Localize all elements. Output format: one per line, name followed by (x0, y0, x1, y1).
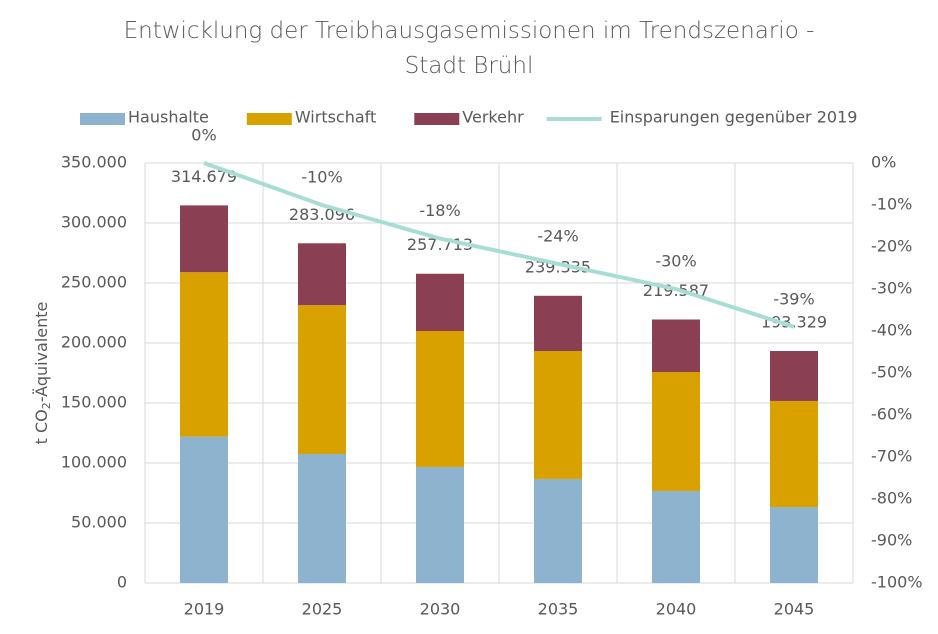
chart-title: Entwicklung der Treibhausgasemissionen i… (123, 18, 815, 79)
y-tick-label: 150.000 (61, 393, 127, 412)
total-label: 283.096 (289, 205, 355, 224)
line-value-label: -18% (419, 201, 460, 220)
y2-tick-label: 0% (871, 153, 896, 172)
y-tick-label: 300.000 (61, 213, 127, 232)
y-tick-label: 350.000 (61, 153, 127, 172)
total-label: 193.329 (761, 313, 827, 332)
bar-segment (298, 305, 346, 454)
x-tick-label: 2040 (656, 600, 697, 619)
total-label: 257.713 (407, 235, 473, 254)
legend-label: Haushalte (128, 108, 209, 127)
x-tick-label: 2019 (184, 600, 225, 619)
y2-tick-label: -100% (871, 573, 923, 592)
y2-tick-label: -70% (871, 447, 912, 466)
bar-segment (180, 272, 228, 437)
line-value-label: -24% (537, 226, 578, 245)
legend-swatch (80, 113, 125, 125)
y2-tick-label: -40% (871, 321, 912, 340)
bar-segment (180, 436, 228, 583)
x-tick-label: 2030 (420, 600, 461, 619)
line-value-label: -10% (301, 168, 342, 187)
y-axis-label: t CO2-Äquivalente (32, 302, 54, 445)
line-value-label: -39% (773, 289, 814, 308)
bar-segment (416, 273, 464, 331)
line-value-label: 0% (191, 126, 216, 145)
y-axis-label-part: -Äquivalente (32, 302, 51, 403)
bar-segment (298, 243, 346, 306)
legend-label: Verkehr (462, 108, 524, 127)
y-axis-label-part: t CO (32, 409, 51, 444)
y-tick-label: 200.000 (61, 333, 127, 352)
x-tick-label: 2025 (302, 600, 343, 619)
y2-tick-label: -10% (871, 195, 912, 214)
y2-tick-label: -80% (871, 489, 912, 508)
bar-segment (652, 372, 700, 491)
y-tick-label: 100.000 (61, 453, 127, 472)
bar-segment (770, 400, 818, 508)
y2-tick-label: -60% (871, 405, 912, 424)
bar-segment (652, 490, 700, 583)
x-tick-label: 2045 (774, 600, 815, 619)
y-tick-label: 250.000 (61, 273, 127, 292)
bar-segment (534, 478, 582, 583)
bar-segment (652, 319, 700, 373)
y2-tick-label: -30% (871, 279, 912, 298)
y-tick-label: 0 (117, 573, 127, 592)
bar-segment (416, 466, 464, 583)
line-value-label: -30% (655, 252, 696, 271)
legend-label: Wirtschaft (295, 108, 376, 127)
y-axis-label-part: 2 (40, 402, 53, 409)
x-tick-label: 2035 (538, 600, 579, 619)
y2-tick-label: -20% (871, 237, 912, 256)
bar-segment (298, 454, 346, 583)
y-tick-label: 50.000 (71, 513, 127, 532)
bar-segment (534, 295, 582, 352)
legend-swatch (246, 113, 292, 125)
bar-segment (180, 205, 228, 273)
total-label: 314.679 (171, 167, 237, 186)
bar-segment (534, 351, 582, 479)
bar-segment (416, 331, 464, 467)
legend-label: Einsparungen gegenüber 2019 (610, 108, 858, 127)
bar-segment (770, 507, 818, 583)
legend-swatch (414, 113, 460, 125)
line-series (203, 161, 795, 329)
bar-segment (770, 351, 818, 401)
y2-tick-label: -50% (871, 363, 912, 382)
y2-tick-label: -90% (871, 531, 912, 550)
